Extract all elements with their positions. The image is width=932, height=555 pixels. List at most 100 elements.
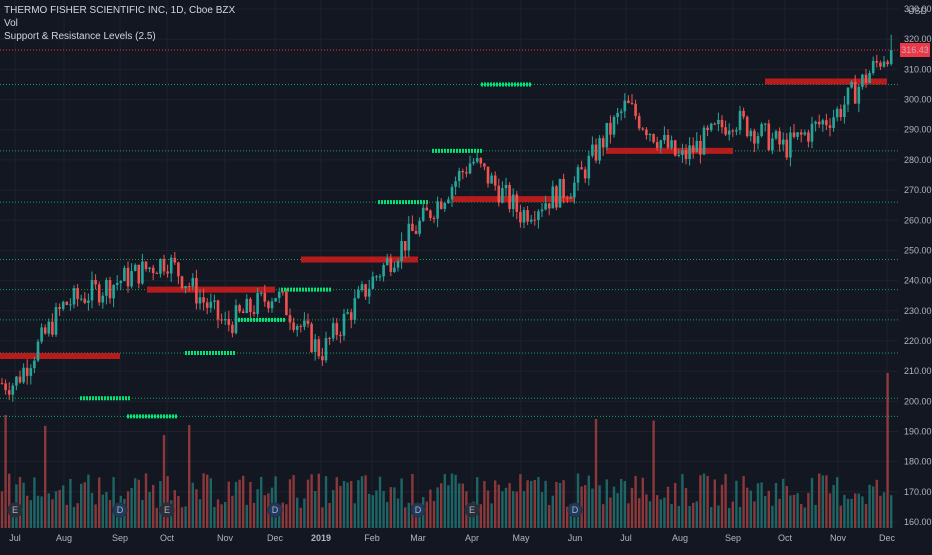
candle-body xyxy=(393,267,396,272)
sr-indicator-label[interactable]: Support & Resistance Levels (2.5) xyxy=(4,31,156,42)
candle-body xyxy=(493,175,497,186)
candle-body xyxy=(774,131,778,139)
volume-bar xyxy=(436,487,439,528)
candle-body xyxy=(238,305,241,312)
volume-bar xyxy=(198,499,202,528)
earnings-marker xyxy=(464,502,480,518)
volume-bar xyxy=(62,485,65,528)
volume-bar xyxy=(303,498,306,528)
volume-bar xyxy=(872,486,875,528)
candle-body xyxy=(450,186,454,200)
volume-bar xyxy=(4,414,7,528)
x-tick-label: Mar xyxy=(410,533,426,543)
volume-bar xyxy=(771,505,774,528)
volume-bar xyxy=(699,475,702,528)
volume-bar xyxy=(299,507,302,528)
candle-body xyxy=(868,73,871,83)
candle-body xyxy=(652,134,655,143)
candle-body xyxy=(691,145,695,153)
candle-body xyxy=(439,201,443,209)
x-tick-label: Dec xyxy=(879,533,896,543)
volume-bar xyxy=(357,480,360,528)
volume-bar xyxy=(335,477,338,528)
earnings-marker-letter: E xyxy=(469,505,475,515)
candle-body xyxy=(526,210,529,222)
volume-bar xyxy=(378,476,382,528)
volume-bar xyxy=(832,485,835,528)
volume-bar xyxy=(713,479,716,528)
last-price-badge xyxy=(900,42,930,57)
volume-bar xyxy=(8,473,11,528)
volume-bar xyxy=(638,498,641,528)
candle-body xyxy=(587,155,591,179)
x-tick-label: Nov xyxy=(217,533,234,543)
volume-bar xyxy=(0,491,4,528)
candle-body xyxy=(328,338,331,340)
dividend-marker xyxy=(267,502,283,518)
candle-body xyxy=(346,312,349,314)
volume-bar xyxy=(756,483,760,528)
volume-bar xyxy=(868,484,871,528)
volume-bar xyxy=(807,492,810,528)
candle-body xyxy=(94,279,97,285)
candle-body xyxy=(209,301,213,308)
candle-body xyxy=(573,182,576,198)
volume-bar xyxy=(778,498,781,528)
candle-body xyxy=(29,368,33,376)
volume-bar xyxy=(522,491,526,528)
volume-bar xyxy=(749,490,752,528)
volume-bar xyxy=(537,476,540,528)
candle-body xyxy=(7,390,11,395)
volume-indicator-label[interactable]: Vol xyxy=(4,18,18,29)
candle-body xyxy=(83,298,87,303)
y-tick-label: 290.00 xyxy=(904,125,932,135)
candle-body xyxy=(803,132,807,135)
volume-bar xyxy=(508,483,511,528)
volume-bar xyxy=(425,501,428,528)
volume-bar xyxy=(321,507,324,528)
candle-body xyxy=(357,290,360,299)
candle-body xyxy=(609,122,612,135)
volume-bar xyxy=(717,505,720,528)
y-tick-label: 220.00 xyxy=(904,336,932,346)
candle-body xyxy=(241,311,245,314)
volume-bar xyxy=(760,482,763,528)
candle-body xyxy=(421,207,425,221)
candle-body xyxy=(22,367,25,383)
x-tick-label: Dec xyxy=(267,533,284,543)
volume-bar xyxy=(616,493,619,528)
candle-body xyxy=(187,286,191,288)
candle-body xyxy=(15,376,18,386)
volume-bar xyxy=(587,475,590,528)
volume-bar xyxy=(260,476,263,528)
candle-body xyxy=(97,284,101,303)
volume-bar xyxy=(789,495,792,528)
candle-body xyxy=(547,203,551,209)
symbol-title[interactable]: THERMO FISHER SCIENTIFIC INC, 1D, Cboe B… xyxy=(4,5,236,16)
candle-body xyxy=(198,297,202,304)
candle-body xyxy=(436,201,439,219)
candle-body xyxy=(115,282,119,285)
volume-bar xyxy=(479,504,482,528)
volume-bar xyxy=(368,493,371,528)
candle-body xyxy=(429,210,432,218)
candle-body xyxy=(756,136,760,144)
volume-bar xyxy=(202,473,205,528)
volume-bar xyxy=(681,474,684,528)
candle-body xyxy=(699,140,702,155)
volume-bar xyxy=(767,490,770,528)
candle-body xyxy=(295,325,299,330)
volume-bar xyxy=(623,481,626,528)
dividend-marker-letter: D xyxy=(415,505,422,515)
volume-bar xyxy=(249,482,252,528)
candle-body xyxy=(630,102,634,104)
candle-body xyxy=(742,110,745,117)
volume-bar xyxy=(656,495,659,528)
candle-body xyxy=(508,184,511,209)
volume-bar xyxy=(404,507,407,528)
candle-body xyxy=(771,138,774,151)
candle-body xyxy=(807,132,810,142)
volume-bar xyxy=(332,490,335,528)
